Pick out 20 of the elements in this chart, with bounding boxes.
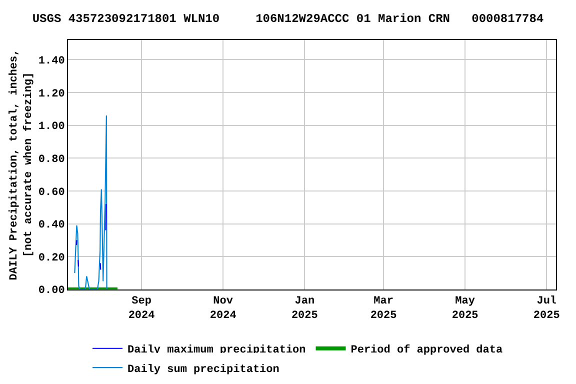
chart-title: USGS 435723092171801 WLN10 106N12W29ACCC 01 Marion CRN 0000817784 <box>32 12 544 26</box>
y-axis-title: DAILY Precipitation, total, inches, [not accurate when freezing] <box>8 49 36 280</box>
x-tick-label: Jan 2025 <box>291 296 318 322</box>
y-tick-label: 1.20 <box>38 88 65 100</box>
x-tick-label: Sep 2024 <box>128 296 156 322</box>
x-tick-label: Nov 2024 <box>210 296 237 322</box>
x-tick-label: May 2025 <box>452 296 479 322</box>
y-tick-label: 0.80 <box>38 154 65 166</box>
legend-label: Daily maximum precipitation <box>128 344 306 357</box>
x-tick-label: Jul 2025 <box>533 296 560 322</box>
y-tick-label: 1.00 <box>38 121 65 134</box>
y-tick-label: 0.60 <box>38 186 65 199</box>
y-tick-label: 1.40 <box>38 56 65 68</box>
y-tick-label: 0.00 <box>38 285 65 298</box>
line-series <box>74 114 108 290</box>
y-tick-label: 0.40 <box>38 220 65 232</box>
y-tick-label: 0.20 <box>38 252 65 264</box>
legend-label: Period of approved data <box>350 344 503 357</box>
legend-label: Daily sum precipitation <box>128 364 280 376</box>
x-tick-label: Mar 2025 <box>370 296 398 322</box>
